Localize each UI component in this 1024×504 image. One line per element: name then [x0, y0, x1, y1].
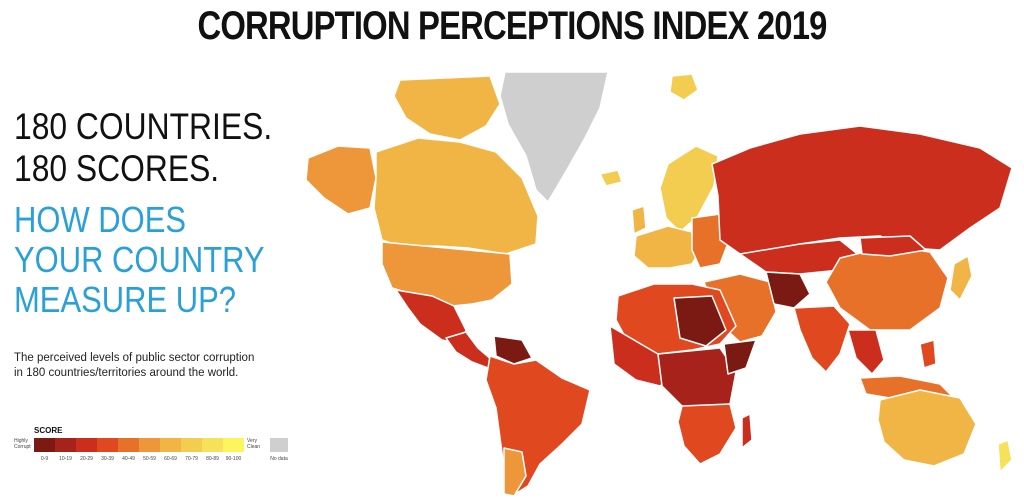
- question-line-1: HOW DOES: [14, 199, 187, 240]
- headline-line-1: 180 COUNTRIES.: [14, 106, 273, 147]
- legend-range-label: 0-9: [40, 456, 49, 462]
- legend-range-label: 80-89: [206, 456, 219, 462]
- region-western-europe: [633, 225, 701, 269]
- legend-range-label: 20-29: [80, 456, 93, 462]
- legend-no-data-label: No data: [270, 456, 288, 462]
- region-philippines: [919, 339, 937, 369]
- region-india: [793, 305, 851, 373]
- legend-swatch: [34, 438, 55, 452]
- region-scandinavia: [659, 145, 719, 233]
- legend-range-label: 50-59: [143, 456, 156, 462]
- legend-range-label: 70-79: [185, 456, 198, 462]
- region-iceland: [599, 169, 623, 187]
- legend-range-label: 40-49: [122, 456, 135, 462]
- region-alaska: [305, 145, 377, 215]
- region-madagascar: [741, 413, 753, 449]
- legend-swatch: [55, 438, 76, 452]
- region-uk: [631, 205, 647, 235]
- region-libya-sudan: [673, 295, 727, 347]
- headline-line-2: 180 SCORES.: [14, 148, 220, 189]
- legend-swatch: [160, 438, 181, 452]
- page-title: CORRUPTION PERCEPTIONS INDEX 2019: [197, 4, 827, 48]
- region-venezuela: [493, 335, 533, 365]
- legend-swatch: [118, 438, 139, 452]
- legend-range-label: 30-39: [101, 456, 114, 462]
- region-arctic-islands: [393, 75, 501, 141]
- question-line-3: MEASURE UP?: [14, 279, 236, 320]
- region-mongolia: [859, 235, 927, 257]
- region-japan: [949, 255, 973, 301]
- region-russia: [711, 125, 1013, 255]
- legend-swatch: [202, 438, 223, 452]
- description: The perceived levels of public sector co…: [14, 351, 254, 381]
- legend-swatch: [181, 438, 202, 452]
- region-south-america: [485, 355, 591, 497]
- region-new-zealand: [997, 439, 1013, 473]
- region-svalbard: [669, 73, 699, 101]
- legend-range-label: 90-100: [225, 456, 242, 462]
- region-australia: [877, 389, 977, 467]
- region-central-america: [445, 331, 493, 369]
- description-line-2: in 180 countries/territories around the …: [14, 367, 239, 379]
- legend-no-data-swatch: [270, 438, 288, 452]
- legend-low-label: Highly Corrupt: [14, 438, 31, 450]
- region-southern-cone: [503, 447, 527, 497]
- world-map: [305, 71, 1013, 497]
- legend-swatch: [139, 438, 160, 452]
- region-southeast-asia: [847, 329, 885, 375]
- region-southern-africa: [677, 403, 737, 465]
- legend-swatch: [76, 438, 97, 452]
- question-line-2: YOUR COUNTRY: [14, 239, 265, 280]
- region-greenland: [499, 71, 609, 203]
- legend-swatch: [223, 438, 244, 452]
- region-horn-of-africa: [723, 339, 757, 375]
- legend-swatch: [97, 438, 118, 452]
- headline: 180 COUNTRIES. 180 SCORES.: [14, 106, 272, 190]
- description-line-1: The perceived levels of public sector co…: [14, 352, 255, 364]
- legend-high-label: Very Clean: [247, 438, 261, 450]
- legend-title: SCORE: [34, 426, 63, 435]
- legend-ranges: 0-9 10-19 20-29 30-39 40-49 50-59 60-69 70-79 80…: [34, 456, 244, 462]
- region-canada: [373, 137, 539, 255]
- legend-swatches: [34, 438, 244, 452]
- region-afghanistan: [765, 271, 811, 309]
- legend-range-label: 60-69: [164, 456, 177, 462]
- question: HOW DOES YOUR COUNTRY MEASURE UP?: [14, 200, 265, 320]
- score-legend: SCORE Highly Corrupt Very Clean 0-9 10-19…: [14, 426, 294, 474]
- legend-range-label: 10-19: [59, 456, 72, 462]
